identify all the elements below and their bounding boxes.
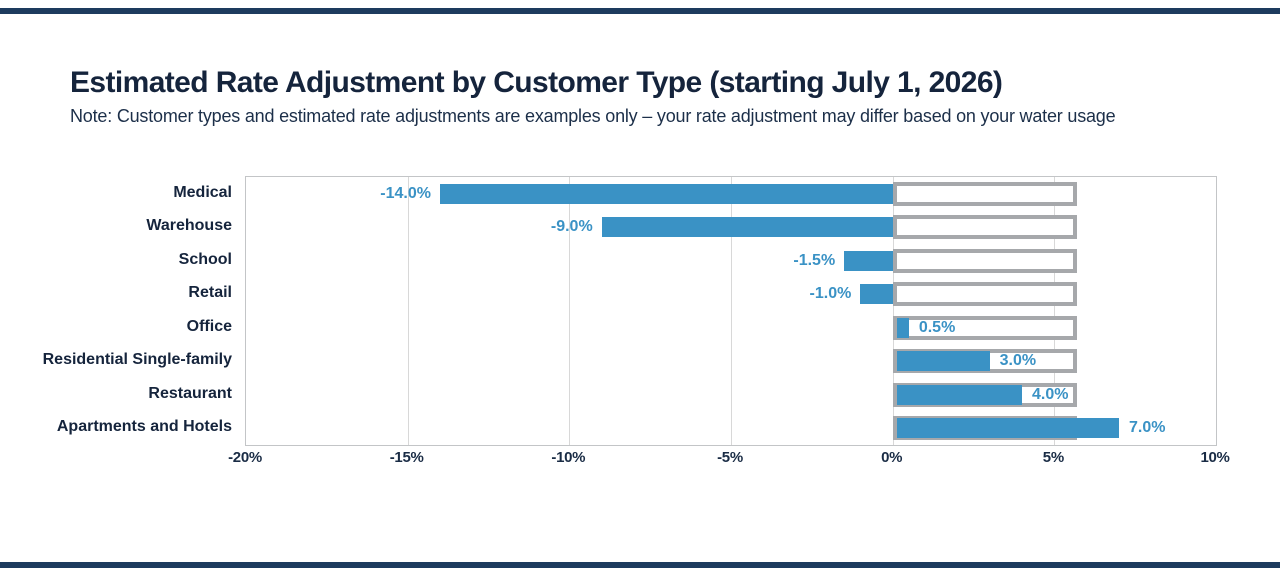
bar-original-outline bbox=[892, 282, 1077, 307]
bottom-accent-bar bbox=[0, 562, 1280, 568]
category-label: Warehouse bbox=[146, 217, 232, 235]
x-tick-label: -5% bbox=[717, 449, 743, 466]
gridline bbox=[569, 177, 571, 445]
bar-estimated bbox=[860, 284, 893, 305]
category-axis: Medical Warehouse School Retail Office Reside… bbox=[40, 176, 232, 444]
bar-value-label: -14.0% bbox=[380, 184, 431, 202]
category-label: Office bbox=[186, 317, 232, 335]
top-accent-bar bbox=[0, 8, 1280, 14]
bar-estimated bbox=[844, 250, 893, 271]
bar-value-label: 3.0% bbox=[999, 352, 1037, 370]
legend: Original rate adjustment starting on Jul… bbox=[0, 478, 1280, 538]
bar-value-label: -1.0% bbox=[809, 285, 852, 303]
bar-estimated bbox=[896, 317, 909, 338]
bar-estimated bbox=[896, 384, 1022, 405]
category-label: School bbox=[178, 250, 232, 268]
category-label: Restaurant bbox=[148, 384, 232, 402]
x-tick-label: 10% bbox=[1200, 449, 1230, 466]
chart-note: Note: Customer types and estimated rate … bbox=[70, 106, 1116, 126]
plot-area: -14.0% -9.0% -1.5% -1.0% 0.5% 3.0% 4.0% 7.0% bbox=[245, 176, 1217, 446]
gridline bbox=[892, 177, 894, 445]
bar-estimated bbox=[896, 418, 1119, 439]
bar-value-label: 0.5% bbox=[918, 318, 956, 336]
bar-value-label: -1.5% bbox=[793, 251, 836, 269]
chart-title: Estimated Rate Adjustment by Customer Ty… bbox=[70, 66, 1003, 99]
gridline bbox=[1054, 177, 1056, 445]
category-label: Retail bbox=[188, 284, 232, 302]
x-tick-label: -15% bbox=[389, 449, 424, 466]
bar-estimated bbox=[440, 183, 893, 204]
gridline bbox=[407, 177, 409, 445]
bar-original-outline bbox=[892, 248, 1077, 273]
category-label: Medical bbox=[173, 183, 232, 201]
bar-original-outline bbox=[892, 315, 1077, 340]
gridline bbox=[731, 177, 732, 445]
category-label: Residential Single-family bbox=[42, 351, 232, 369]
category-label: Apartments and Hotels bbox=[56, 418, 232, 436]
bar-value-label: 4.0% bbox=[1032, 385, 1069, 403]
x-tick-label: 0% bbox=[881, 449, 903, 466]
x-axis: -20% -15% -10% -5% 0% 5% 10% bbox=[228, 449, 1230, 469]
bar-estimated bbox=[896, 351, 990, 372]
bar-original-outline bbox=[892, 215, 1077, 240]
bar-estimated bbox=[601, 217, 893, 238]
bar-value-label: -9.0% bbox=[550, 218, 593, 236]
x-tick-label: 5% bbox=[1042, 449, 1064, 466]
bar-value-label: 7.0% bbox=[1129, 419, 1166, 437]
x-tick-label: -10% bbox=[551, 449, 586, 466]
x-tick-label: -20% bbox=[228, 449, 262, 466]
bar-original-outline bbox=[892, 181, 1077, 206]
